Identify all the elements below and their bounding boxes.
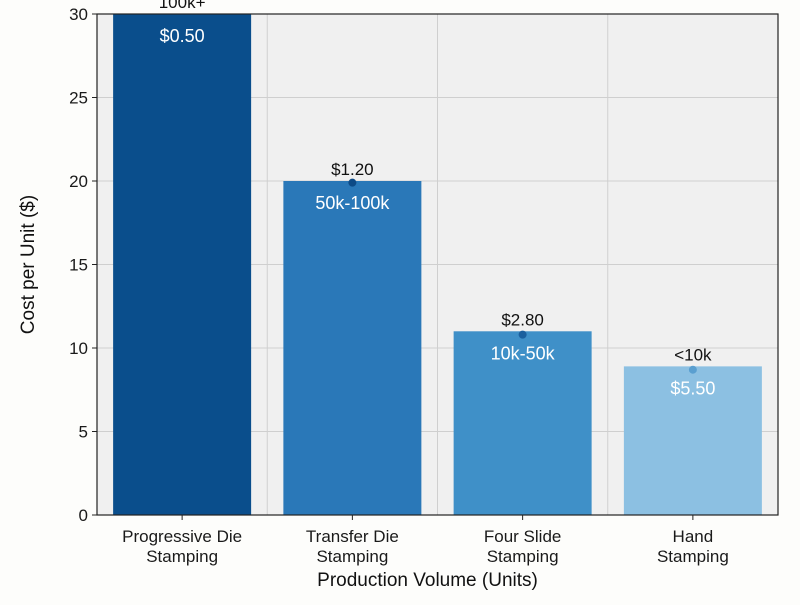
bar-markers: [348, 178, 697, 374]
y-axis-title: Cost per Unit ($): [18, 195, 39, 334]
x-tick-label: Four Slide: [484, 527, 561, 546]
data-label-inner: 50k-100k: [315, 193, 390, 213]
x-tick-label: Transfer Die: [306, 527, 399, 546]
x-tick-label: Stamping: [487, 547, 559, 566]
bar: [283, 181, 422, 515]
data-label-top: <10k: [674, 345, 712, 364]
y-tick-label: 5: [79, 423, 88, 442]
data-label-inner: $5.50: [670, 378, 715, 398]
bars: [113, 14, 762, 515]
data-label-top: $1.20: [331, 160, 374, 179]
x-tick-label: Stamping: [316, 547, 388, 566]
x-tick-label: Stamping: [657, 547, 729, 566]
bar: [623, 366, 762, 515]
bar-marker-dot: [688, 365, 697, 374]
y-tick-label: 20: [69, 172, 88, 191]
x-tick-label: Progressive Die: [122, 527, 242, 546]
y-tick-label: 0: [79, 506, 88, 525]
x-tick-label: Hand: [673, 527, 714, 546]
y-tick-label: 30: [69, 5, 88, 24]
data-labels: 100k+ $0.50 $1.20 50k-100k $2.80 10k-50k <10k $…: [159, 0, 716, 398]
data-label-inner: 10k-50k: [491, 343, 556, 363]
bar-marker-dot: [518, 330, 527, 339]
data-label-inner: $0.50: [160, 26, 205, 46]
data-label-top: $2.80: [501, 310, 544, 329]
data-label-top: 100k+: [159, 0, 206, 12]
bar-marker-dot: [348, 178, 357, 187]
y-tick-label: 15: [69, 256, 88, 275]
y-tick-label: 10: [69, 339, 88, 358]
x-axis-title: Production Volume (Units): [317, 570, 538, 591]
bar: [113, 14, 252, 515]
y-tick-label: 25: [69, 89, 88, 108]
bar: [453, 331, 592, 515]
x-tick-label: Stamping: [146, 547, 218, 566]
